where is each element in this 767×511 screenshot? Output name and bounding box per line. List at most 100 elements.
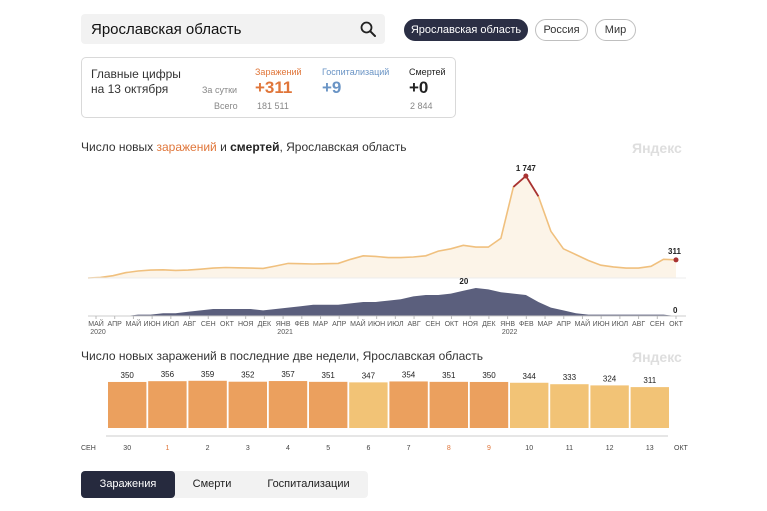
bar [188,380,227,428]
annotation-2: 20 [459,277,468,286]
bar [590,385,629,428]
x-tick-label: 30 [123,445,131,452]
x-tick-label: МАЙ [88,319,104,328]
x-tick-label: ОКТ [669,321,684,328]
year-label: 2021 [277,329,293,336]
bar-value: 350 [121,371,135,380]
x-tick-label: МАЙ [126,319,142,328]
bar [108,381,147,428]
x-tick-label: ИЮН [593,321,610,328]
x-tick-label: АПР [108,321,123,328]
deaths-area [88,288,676,316]
bar [469,381,509,428]
infections-total: 181 511 [257,101,289,111]
tab-deaths[interactable]: Смерти [192,478,232,490]
x-tick-label: 6 [366,445,370,452]
chart1-ticks [95,316,677,319]
x-tick-label: ЯНВ [276,321,291,328]
x-tick-label: АПР [557,321,572,328]
chart1-title: Число новых заражений и смертей, Ярослав… [81,140,407,154]
infections-label: Заражений [255,67,302,77]
yandex-watermark-2: Яндекс [632,349,682,365]
bar-value: 352 [241,371,255,380]
region-button-russia[interactable]: Россия [535,19,588,41]
x-tick-label: СЕН [425,321,440,328]
annotation-1: 311 [668,247,681,256]
infections-daily: +311 [255,78,293,97]
x-tick-label: ИЮЛ [612,321,629,328]
end-month-label: ОКТ [674,445,689,452]
bar [550,384,589,428]
x-tick-label: МАЙ [575,319,591,328]
chart1-title-post: , Ярославская область [279,140,407,154]
bar-value: 359 [201,370,215,379]
x-tick-label: 5 [326,445,330,452]
x-tick-label: 11 [566,445,573,452]
x-tick-label: МАР [313,321,329,328]
year-label: 2022 [502,329,518,336]
tab-hospitalizations[interactable]: Госпитализации [267,478,350,490]
x-tick-label: 9 [487,445,491,452]
x-tick-label: 10 [525,445,533,452]
x-tick-label: ДЕК [482,321,496,328]
annotation-3: 0 [673,306,678,315]
peak-point [523,173,529,179]
bar [309,381,348,428]
x-tick-label: 2 [206,445,210,452]
infections-area [88,176,676,278]
two-week-labels: 350 30 356 1 359 2 352 3 357 4 351 5 347 6 354 7 351 8 350… [81,370,689,452]
hospitalizations-label: Госпитализаций [322,67,390,77]
bar [148,381,187,428]
bar [268,381,308,428]
metric-tabs: Заражения Смерти Госпитализации [81,471,368,498]
deaths-total: 2 844 [410,101,433,111]
bar-value: 357 [281,370,295,379]
x-tick-label: ФЕВ [294,321,309,328]
start-month-label: СЕН [81,445,96,452]
bar-value: 311 [643,376,656,385]
bar-value: 354 [402,370,416,379]
x-tick-label: 1 [165,445,169,452]
bar [429,381,468,428]
bar-value: 347 [362,371,376,380]
chart1-title-mid: и [216,140,231,154]
bar [349,382,388,428]
year-label: 2020 [90,329,106,336]
chart1-title-infections: заражений [156,140,217,154]
x-tick-label: СЕН [650,321,665,328]
two-week-bars [108,380,669,428]
x-tick-label: АВГ [632,321,645,328]
stats-title-line1: Главные цифры [91,67,181,81]
bar [389,381,428,428]
two-week-infections-chart: 350 30 356 1 359 2 352 3 357 4 351 5 347 6 354 7 351 8 350… [81,370,689,452]
infections-line [87,174,677,279]
region-button-world[interactable]: Мир [595,19,636,41]
region-button-yaroslavl[interactable]: Ярославская область [404,19,528,41]
x-tick-label: СЕН [201,321,216,328]
x-tick-label: 12 [606,445,614,452]
x-tick-label: ИЮН [368,321,385,328]
x-tick-label: ЯНВ [500,321,515,328]
hospitalizations-daily: +9 [322,78,342,97]
x-tick-label: АВГ [407,321,420,328]
x-tick-label: АПР [332,321,347,328]
daily-row-label: За сутки [202,85,238,95]
annotation-0: 1 747 [516,164,537,173]
bar-value: 350 [482,371,496,380]
deaths-label: Смертей [409,67,446,77]
region-search-input[interactable] [81,14,385,44]
x-tick-label: 4 [286,445,290,452]
tab-infections[interactable]: Заражения [81,471,175,498]
deaths-daily: +0 [409,78,429,97]
x-tick-label: ИЮЛ [163,321,180,328]
x-tick-label: 13 [646,445,654,452]
bar [510,382,549,428]
search-icon[interactable] [360,21,376,37]
x-tick-label: НОЯ [462,321,477,328]
bar-value: 333 [563,373,577,382]
bar-value: 351 [442,371,456,380]
x-tick-label: ОКТ [445,321,460,328]
bar [630,387,669,428]
x-tick-label: НОЯ [238,321,253,328]
